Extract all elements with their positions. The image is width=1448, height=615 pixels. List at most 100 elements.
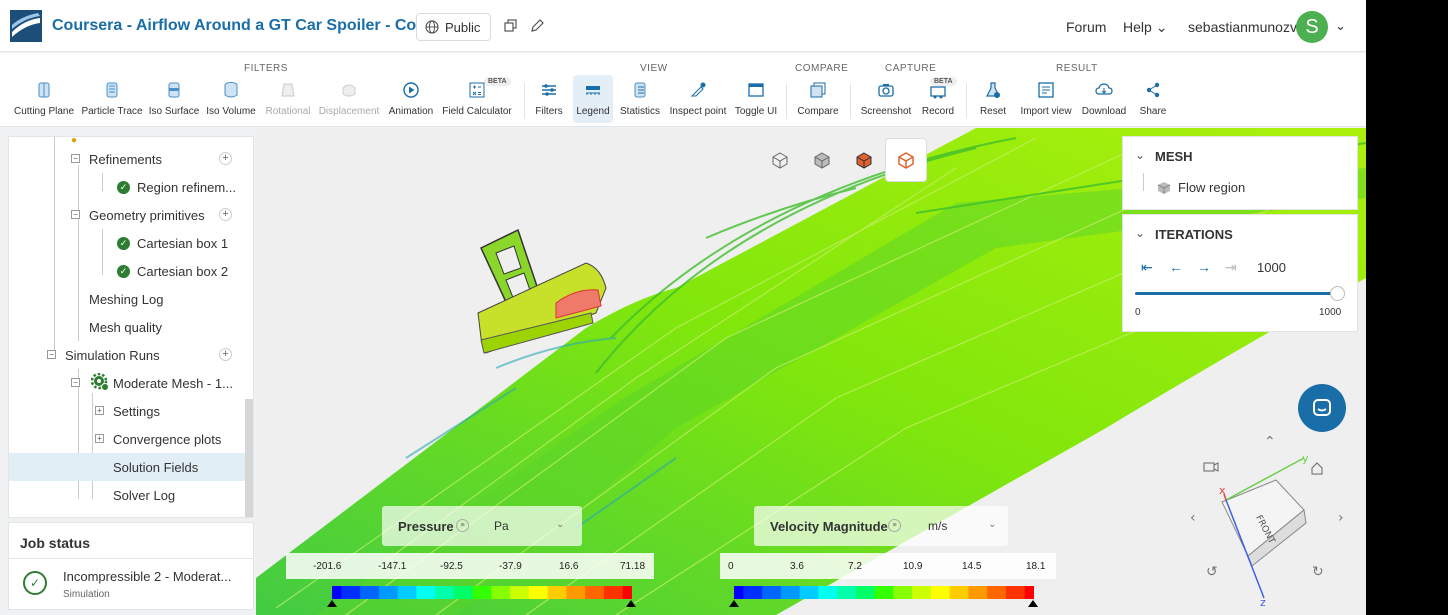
avatar[interactable]: S <box>1296 11 1328 43</box>
cube-surface-icon <box>898 152 914 169</box>
iso-volume-label: Iso Volume <box>206 106 256 117</box>
inspect-point-button[interactable]: Inspect point <box>670 79 726 123</box>
tree-guide <box>54 137 55 357</box>
project-title[interactable]: Coursera - Airflow Around a GT Car Spoil… <box>52 17 435 34</box>
record-button[interactable]: BETA Record <box>920 77 957 123</box>
help-menu[interactable]: Help ⌄ <box>1123 19 1167 36</box>
velocity-unit-select[interactable]: m/s <box>928 519 948 533</box>
job-name[interactable]: Incompressible 2 - Moderat... <box>63 569 232 584</box>
expand-toggle[interactable]: + <box>95 406 104 415</box>
colorbar-min-marker[interactable] <box>729 600 739 607</box>
chevron-right-icon[interactable]: › <box>1338 510 1344 526</box>
video-camera-icon[interactable] <box>1203 462 1219 472</box>
username[interactable]: sebastianmunozv <box>1188 19 1297 35</box>
colorbar-segment <box>491 586 502 599</box>
colorbar-min-marker[interactable] <box>327 600 337 607</box>
screenshot-button[interactable]: Screenshot <box>861 79 911 123</box>
pipette-icon <box>687 79 709 101</box>
copy-icon[interactable] <box>503 18 519 34</box>
collapse-toggle[interactable]: − <box>71 210 80 219</box>
field-calculator-button[interactable]: BETA Field Calculator <box>442 77 512 123</box>
compare-button[interactable]: Compare <box>797 79 839 123</box>
edit-pencil-icon[interactable] <box>529 18 545 34</box>
statistics-label: Statistics <box>620 106 661 117</box>
tree-item-solver-log[interactable]: Solver Log <box>9 481 245 509</box>
view-cube-wireframe[interactable] <box>759 138 801 182</box>
colorbar-max-marker[interactable] <box>1028 600 1038 607</box>
displacement-button[interactable]: Displacement <box>319 79 379 123</box>
iso-volume-button[interactable]: Iso Volume <box>206 79 256 123</box>
colorbar-segment <box>613 586 624 599</box>
statistics-button[interactable]: Statistics <box>620 79 660 123</box>
legend-menu-icon[interactable]: ≡ <box>888 519 901 532</box>
tree-item-meshing-log[interactable]: Meshing Log <box>9 285 245 313</box>
chevron-up-icon[interactable]: ⌃ <box>1264 434 1276 450</box>
tree-item-mesh-quality[interactable]: Mesh quality <box>9 313 245 341</box>
rotate-left-icon[interactable]: ↺ <box>1206 564 1218 580</box>
tree-item-cartesian-box-2[interactable]: ✓ Cartesian box 2 <box>9 257 245 285</box>
tree-item-simulation-runs[interactable]: − Simulation Runs + <box>9 341 245 369</box>
animation-button[interactable]: Animation <box>389 79 433 123</box>
view-cube-surface[interactable] <box>884 138 928 182</box>
mesh-item-flow-region[interactable]: Flow region <box>1157 180 1245 195</box>
expand-toggle[interactable]: + <box>95 434 104 443</box>
download-button[interactable]: Download <box>1082 79 1126 123</box>
particle-trace-button[interactable]: Particle Trace <box>81 79 143 123</box>
rotational-button[interactable]: Rotational <box>265 79 311 123</box>
rotate-right-icon[interactable]: ↻ <box>1312 564 1324 580</box>
job-status-title: Job status <box>20 535 91 551</box>
view-cube-solid[interactable] <box>801 138 843 182</box>
iso-surface-button[interactable]: Iso Surface <box>149 79 199 123</box>
colorbar-segment <box>743 586 754 599</box>
chevron-down-icon[interactable]: ⌄ <box>1135 148 1146 162</box>
legend-menu-icon[interactable]: ≡ <box>456 519 469 532</box>
toggle-ui-button[interactable]: Toggle UI <box>735 79 777 123</box>
velocity-legend-label: Velocity Magnitude <box>770 519 888 534</box>
tree-item-convergence-plots[interactable]: + Convergence plots <box>9 425 245 453</box>
tree-item-refinements[interactable]: − Refinements + <box>9 145 245 173</box>
collapse-toggle[interactable]: − <box>71 378 80 387</box>
chevron-down-icon[interactable]: ⌄ <box>1335 18 1346 33</box>
add-icon[interactable]: + <box>219 348 232 361</box>
next-iteration-icon[interactable]: → <box>1197 259 1211 275</box>
tree-item-region-refinement[interactable]: ✓ Region refinem... <box>9 173 245 201</box>
colorbar-segment <box>790 586 801 599</box>
iteration-input[interactable]: 1000 <box>1257 260 1286 275</box>
pressure-unit-select[interactable]: Pa <box>494 519 509 533</box>
import-view-button[interactable]: Import view <box>1020 79 1072 123</box>
view-cube-surface-edges[interactable] <box>843 138 885 182</box>
cutting-plane-button[interactable]: Cutting Plane <box>14 79 74 123</box>
tree-item-geometry-primitives[interactable]: − Geometry primitives + <box>9 201 245 229</box>
tree-item-settings[interactable]: + Settings <box>9 397 245 425</box>
collapse-toggle[interactable]: − <box>47 350 56 359</box>
iterations-panel-title[interactable]: ITERATIONS <box>1155 227 1233 242</box>
visibility-button[interactable]: Public <box>416 13 492 41</box>
chevron-down-icon[interactable]: ⌄ <box>1135 226 1146 240</box>
filters-button[interactable]: Filters <box>532 79 566 123</box>
first-iteration-icon[interactable]: ⇤ <box>1141 259 1153 275</box>
tree-item-moderate-mesh[interactable]: − Moderate Mesh - 1... <box>9 369 245 397</box>
collapse-toggle[interactable]: − <box>71 154 80 163</box>
tree-item-cartesian-box-1[interactable]: ✓ Cartesian box 1 <box>9 229 245 257</box>
chevron-left-icon[interactable]: ‹ <box>1190 510 1196 526</box>
last-iteration-icon[interactable]: ⇥ <box>1225 259 1237 275</box>
add-icon[interactable]: + <box>219 208 232 221</box>
add-icon[interactable]: + <box>219 152 232 165</box>
chevron-down-icon[interactable]: ⌄ <box>988 519 997 530</box>
tree-scrollbar[interactable] <box>245 399 253 517</box>
tree-item-solution-fields[interactable]: Solution Fields <box>9 453 245 481</box>
simscale-logo-icon[interactable] <box>10 10 42 42</box>
chevron-down-icon[interactable]: ⌄ <box>556 519 565 530</box>
iteration-slider-track[interactable] <box>1135 292 1337 295</box>
home-icon[interactable] <box>1311 462 1323 475</box>
mesh-panel-title[interactable]: MESH <box>1155 149 1193 164</box>
share-button[interactable]: Share <box>1138 79 1168 123</box>
chat-support-button[interactable] <box>1298 384 1346 432</box>
reset-button[interactable]: Reset <box>978 79 1008 123</box>
statistics-icon <box>629 79 651 101</box>
legend-button[interactable]: Legend <box>573 75 613 123</box>
iteration-slider-thumb[interactable] <box>1330 286 1345 301</box>
colorbar-max-marker[interactable] <box>626 600 636 607</box>
previous-iteration-icon[interactable]: ← <box>1169 259 1183 275</box>
forum-link[interactable]: Forum <box>1066 19 1107 35</box>
